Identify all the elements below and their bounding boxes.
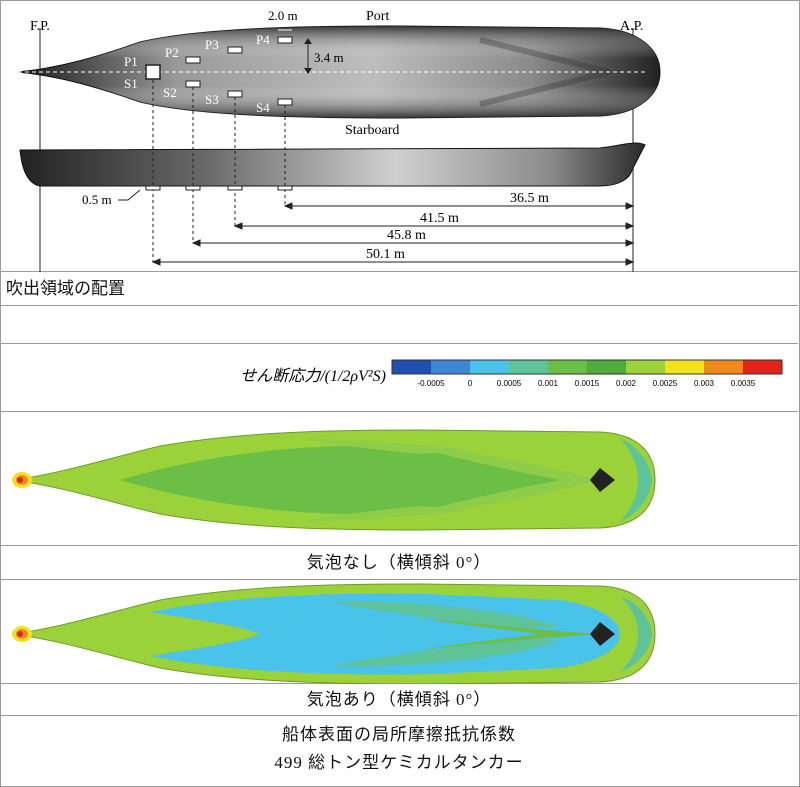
layout-diagram: F.P. A.P. Port Starboard P1 S1 P2 S2 P3: [17, 8, 661, 272]
patch-p1-s1: [145, 64, 161, 80]
caption-main: 船体表面の局所摩擦抵抗係数: [282, 725, 516, 744]
label-s2: S2: [163, 85, 177, 100]
colorbar-cell: [665, 360, 705, 374]
colorbar-tick-label: 0.0005: [497, 379, 522, 388]
layout-diagram-panel: F.P. A.P. Port Starboard P1 S1 P2 S2 P3: [0, 0, 798, 272]
distance-3: 45.8 m: [387, 228, 426, 243]
colorbar-tick-label: 0.0035: [731, 379, 756, 388]
caption-bubble: 気泡あり（横傾斜 0°）: [306, 690, 492, 709]
colorbar-cell: [548, 360, 588, 374]
colorbar-cell: [431, 360, 471, 374]
patch-s2: [185, 80, 201, 88]
patch-p3: [227, 46, 243, 54]
label-s4: S4: [256, 100, 270, 115]
label-p2: P2: [165, 45, 179, 60]
contour-bubble-panel: [0, 580, 798, 685]
patch-p2: [185, 56, 201, 64]
colorbar-tick-label: -0.0005: [417, 379, 445, 388]
colorbar-cell: [626, 360, 666, 374]
hull-side-view: [19, 142, 646, 187]
label-s1: S1: [124, 76, 138, 91]
label-p1: P1: [124, 54, 138, 69]
distance-arrows: [151, 202, 635, 266]
label-p3: P3: [205, 37, 219, 52]
layout-caption-row: 吹出領域の配置: [0, 272, 798, 306]
colorbar-cell: [587, 360, 627, 374]
offset-dim-label: 3.4 m: [314, 50, 344, 65]
contour-no-bubble: [11, 429, 656, 531]
colorbar-tick-label: 0.002: [616, 379, 637, 388]
colorbar-tick-label: 0.003: [694, 379, 715, 388]
empty-row: [0, 306, 798, 344]
colorbar-tick-label: 0: [468, 379, 473, 388]
starboard-label: Starboard: [345, 123, 399, 138]
colorbar-cell: [392, 360, 432, 374]
colorbar-cell: [743, 360, 783, 374]
main-caption-row: 船体表面の局所摩擦抵抗係数 499 総トン型ケミカルタンカー: [0, 716, 798, 785]
contour-no-bubble-panel: [0, 412, 798, 546]
hull-top-view: [17, 25, 661, 119]
distance-4: 50.1 m: [366, 247, 405, 262]
colorbar-border: [391, 359, 783, 375]
patch-s4: [277, 98, 293, 106]
width-dim-label: 2.0 m: [268, 8, 298, 23]
caption-bubble-row: 気泡あり（横傾斜 0°）: [0, 684, 798, 716]
caption-ship: 499 総トン型ケミカルタンカー: [274, 753, 524, 772]
patch-s3: [227, 90, 243, 98]
colorbar-label: せん断応力/(1/2ρV²S): [240, 367, 386, 385]
colorbar-cell: [509, 360, 549, 374]
label-p4: P4: [256, 32, 270, 47]
contour-bubble: [11, 583, 656, 685]
colorbar-cell: [470, 360, 510, 374]
caption-no-bubble: 気泡なし（横傾斜 0°）: [306, 553, 492, 572]
distance-1: 36.5 m: [510, 191, 549, 206]
caption-no-bubble-row: 気泡なし（横傾斜 0°）: [0, 546, 798, 580]
port-label: Port: [366, 9, 389, 24]
colorbar-svg: せん断応力/(1/2ρV²S) -0.0005 0 0.0005 0.001 0.001…: [240, 359, 783, 388]
label-s3: S3: [205, 92, 219, 107]
colorbar-tick-label: 0.0015: [575, 379, 600, 388]
colorbar-tick-label: 0.0025: [653, 379, 678, 388]
ap-label: A.P.: [620, 19, 643, 34]
distance-2: 41.5 m: [420, 211, 459, 226]
colorbar-row: せん断応力/(1/2ρV²S) -0.0005 0 0.0005 0.001 0.001…: [0, 344, 798, 412]
colorbar-cell: [704, 360, 744, 374]
fp-label: F.P.: [30, 19, 50, 34]
colorbar: [391, 359, 783, 375]
colorbar-tick-label: 0.001: [538, 379, 559, 388]
patch-p4: [277, 36, 293, 44]
depth-dim-label: 0.5 m: [82, 192, 112, 207]
layout-caption: 吹出領域の配置: [6, 279, 125, 298]
